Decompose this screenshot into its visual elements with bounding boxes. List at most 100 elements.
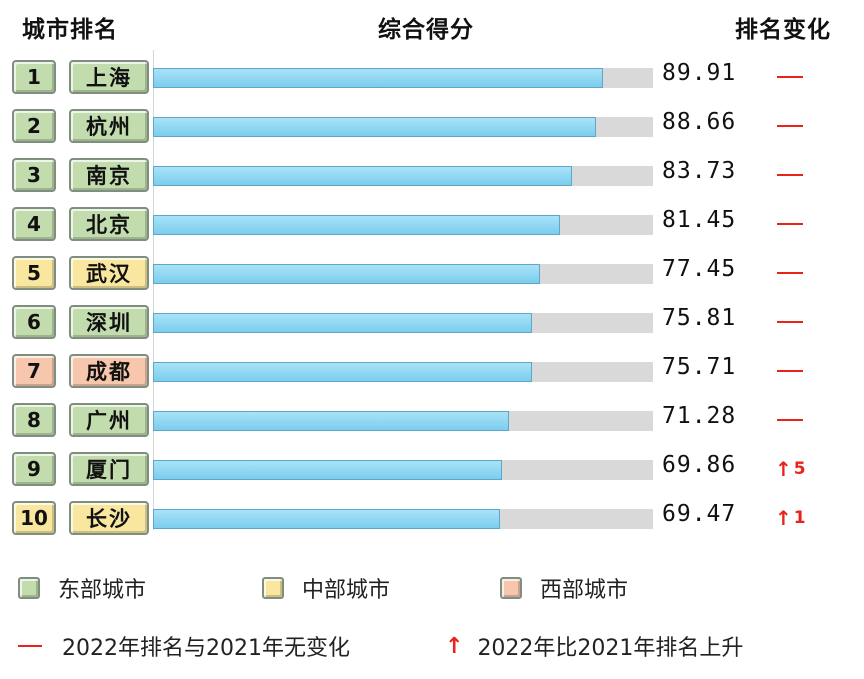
score-bar bbox=[153, 313, 533, 333]
score-bar bbox=[153, 362, 532, 382]
bar-track bbox=[153, 313, 653, 333]
arrow-up-icon: ↑ bbox=[445, 633, 464, 659]
no-change-dash-icon bbox=[777, 419, 803, 421]
rank-up-amount: 1 bbox=[793, 508, 806, 528]
rank-badge: 5 bbox=[12, 256, 56, 290]
ranking-row: 8 广州 71.28 bbox=[0, 399, 864, 441]
legend-west: 西部城市 bbox=[500, 572, 628, 604]
ranking-row: 6 深圳 75.81 bbox=[0, 301, 864, 343]
ranking-row: 3 南京 83.73 bbox=[0, 154, 864, 196]
city-name-badge: 广州 bbox=[69, 403, 149, 437]
rank-badge: 7 bbox=[12, 354, 56, 388]
no-change-dash-icon bbox=[18, 645, 42, 647]
no-change-dash-icon bbox=[777, 174, 803, 176]
rank-change: ↑ 5 bbox=[775, 454, 806, 484]
city-name-badge: 成都 bbox=[69, 354, 149, 388]
no-change-dash-icon bbox=[777, 125, 803, 127]
header-score: 综合得分 bbox=[378, 17, 474, 43]
score-bar bbox=[153, 509, 501, 529]
bar-track bbox=[153, 509, 653, 529]
rank-badge: 4 bbox=[12, 207, 56, 241]
bar-track bbox=[153, 166, 653, 186]
bar-track bbox=[153, 411, 653, 431]
city-name-badge: 杭州 bbox=[69, 109, 149, 143]
bar-track bbox=[153, 215, 653, 235]
score-bar bbox=[153, 264, 541, 284]
ranking-row: 9 厦门 69.86 ↑ 5 bbox=[0, 448, 864, 490]
ranking-row: 1 上海 89.91 bbox=[0, 56, 864, 98]
ranking-row: 4 北京 81.45 bbox=[0, 203, 864, 245]
score-label: 69.86 bbox=[662, 452, 737, 478]
header-city-rank: 城市排名 bbox=[22, 17, 118, 43]
no-change-dash-icon bbox=[777, 321, 803, 323]
score-bar bbox=[153, 215, 561, 235]
bar-track bbox=[153, 362, 653, 382]
city-name-badge: 长沙 bbox=[69, 501, 149, 535]
no-change-dash-icon bbox=[777, 76, 803, 78]
legend-central-swatch bbox=[262, 577, 284, 599]
legend-rank-up: ↑ 2022年比2021年排名上升 bbox=[445, 630, 743, 662]
score-label: 88.66 bbox=[662, 109, 737, 135]
score-label: 89.91 bbox=[662, 60, 737, 86]
rank-up-amount: 5 bbox=[793, 459, 806, 479]
city-name-badge: 武汉 bbox=[69, 256, 149, 290]
no-change-dash-icon bbox=[777, 223, 803, 225]
score-bar bbox=[153, 117, 597, 137]
score-bar bbox=[153, 460, 503, 480]
legend-west-label: 西部城市 bbox=[540, 578, 629, 603]
rank-change bbox=[775, 356, 803, 386]
legend-east: 东部城市 bbox=[18, 572, 146, 604]
legend-east-swatch bbox=[18, 577, 40, 599]
legend-no-change: 2022年排名与2021年无变化 bbox=[18, 630, 350, 662]
rank-change bbox=[775, 209, 803, 239]
city-name-badge: 深圳 bbox=[69, 305, 149, 339]
rank-change bbox=[775, 307, 803, 337]
legend-no-change-label: 2022年排名与2021年无变化 bbox=[62, 636, 350, 661]
rank-badge: 3 bbox=[12, 158, 56, 192]
rank-badge: 9 bbox=[12, 452, 56, 486]
ranking-row: 2 杭州 88.66 bbox=[0, 105, 864, 147]
legend-central-label: 中部城市 bbox=[302, 578, 391, 603]
ranking-row: 10 长沙 69.47 ↑ 1 bbox=[0, 497, 864, 539]
city-name-badge: 南京 bbox=[69, 158, 149, 192]
score-label: 75.71 bbox=[662, 354, 737, 380]
arrow-up-icon: ↑ bbox=[775, 506, 792, 530]
city-name-badge: 北京 bbox=[69, 207, 149, 241]
score-label: 71.28 bbox=[662, 403, 737, 429]
bar-track bbox=[153, 460, 653, 480]
rank-change bbox=[775, 258, 803, 288]
ranking-row: 5 武汉 77.45 bbox=[0, 252, 864, 294]
header-rank-change: 排名变化 bbox=[735, 17, 831, 43]
rank-change bbox=[775, 405, 803, 435]
city-name-badge: 厦门 bbox=[69, 452, 149, 486]
score-label: 83.73 bbox=[662, 158, 737, 184]
rank-badge: 10 bbox=[12, 501, 56, 535]
bar-track bbox=[153, 117, 653, 137]
rank-change bbox=[775, 111, 803, 141]
rank-change bbox=[775, 62, 803, 92]
city-name-badge: 上海 bbox=[69, 60, 149, 94]
rank-change bbox=[775, 160, 803, 190]
score-bar bbox=[153, 411, 510, 431]
legend-rank-up-label: 2022年比2021年排名上升 bbox=[477, 636, 744, 661]
rank-change: ↑ 1 bbox=[775, 503, 806, 533]
no-change-dash-icon bbox=[777, 370, 803, 372]
score-label: 75.81 bbox=[662, 305, 737, 331]
arrow-up-icon: ↑ bbox=[775, 457, 792, 481]
legend-west-swatch bbox=[500, 577, 522, 599]
legend-east-label: 东部城市 bbox=[58, 578, 147, 603]
no-change-dash-icon bbox=[777, 272, 803, 274]
score-bar bbox=[153, 166, 572, 186]
legend-central: 中部城市 bbox=[262, 572, 390, 604]
score-label: 69.47 bbox=[662, 501, 737, 527]
axis-divider bbox=[153, 50, 154, 530]
rank-badge: 1 bbox=[12, 60, 56, 94]
score-label: 77.45 bbox=[662, 256, 737, 282]
score-bar bbox=[153, 68, 603, 88]
ranking-row: 7 成都 75.71 bbox=[0, 350, 864, 392]
rank-badge: 6 bbox=[12, 305, 56, 339]
rank-badge: 8 bbox=[12, 403, 56, 437]
bar-track bbox=[153, 264, 653, 284]
score-label: 81.45 bbox=[662, 207, 737, 233]
rank-badge: 2 bbox=[12, 109, 56, 143]
